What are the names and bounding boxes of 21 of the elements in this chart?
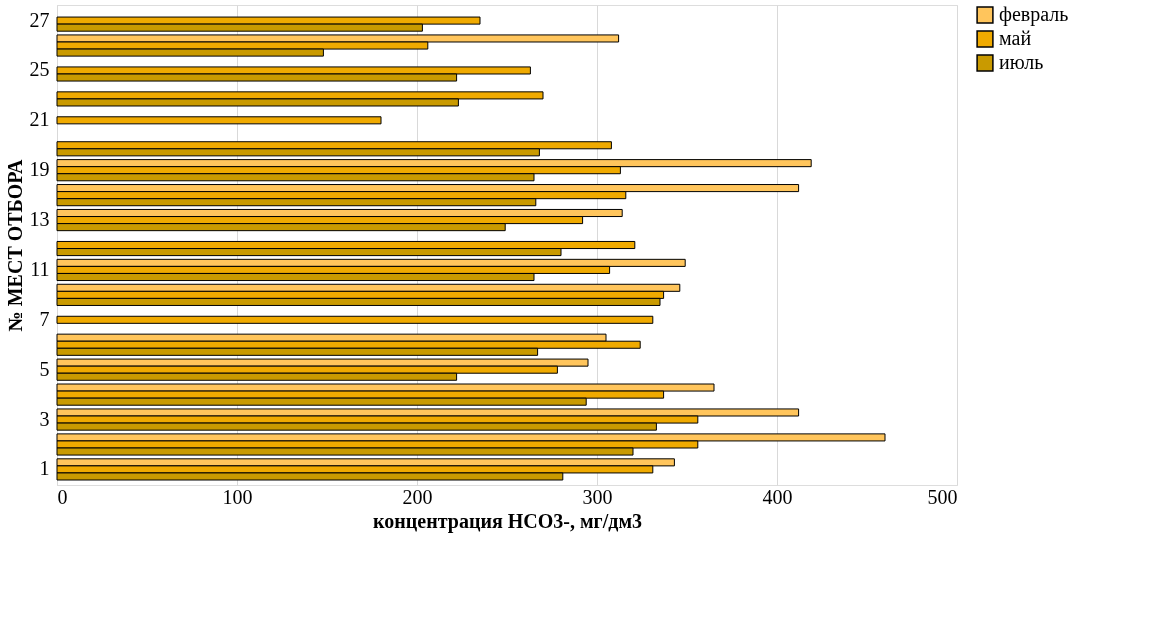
y-tick-label: 25 — [29, 58, 50, 81]
x-tick-label: 300 — [582, 485, 613, 508]
y-axis-title: № МЕСТ ОТБОРА — [3, 159, 26, 332]
y-tick-label: 13 — [29, 208, 50, 231]
x-tick-label: 400 — [762, 485, 793, 508]
legend-label: февраль — [999, 3, 1069, 26]
x-tick-label: 0 — [57, 485, 68, 508]
y-tick-label: 27 — [29, 8, 50, 31]
y-tick-label: 1 — [39, 457, 50, 480]
y-tick-label: 3 — [39, 407, 50, 430]
legend-label: май — [999, 27, 1032, 49]
x-tick-label: 500 — [927, 485, 958, 508]
x-axis-title: концентрация HCO3-, мг/дм3 — [373, 509, 642, 533]
y-tick-label: 21 — [29, 108, 50, 131]
y-tick-label: 19 — [29, 158, 50, 181]
y-tick-label: 11 — [30, 257, 50, 280]
legend-label: июль — [999, 51, 1044, 73]
y-tick-label: 7 — [39, 307, 50, 330]
x-tick-label: 100 — [222, 485, 253, 508]
y-tick-label: 5 — [39, 357, 50, 380]
x-tick-label: 200 — [402, 485, 433, 508]
